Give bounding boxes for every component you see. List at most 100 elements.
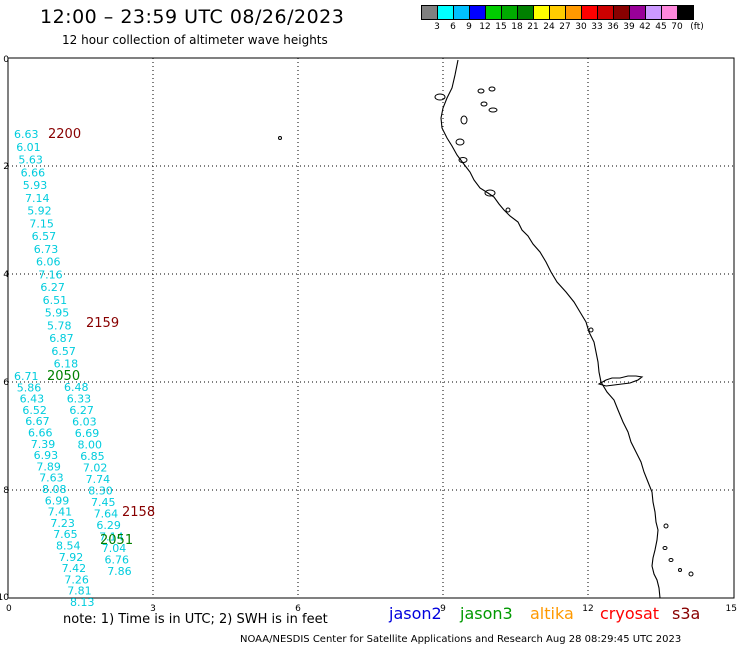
mission-jason2: jason2 xyxy=(389,604,442,623)
wave-height-label: 7.02 xyxy=(83,462,108,475)
wave-height-label: 8.54 xyxy=(56,540,81,553)
pass-time-label: 2051 xyxy=(100,533,133,548)
wave-height-label: 7.14 xyxy=(99,531,124,544)
color-scale-label: 27 xyxy=(559,22,571,32)
wave-height-label: 6.27 xyxy=(69,404,94,417)
x-tick-label: 0 xyxy=(6,604,12,614)
color-scale-label: (ft) xyxy=(690,22,704,32)
color-scale-label: 15 xyxy=(495,22,507,32)
y-tick-label: 0 xyxy=(3,55,9,65)
wave-height-label: 6.33 xyxy=(67,393,92,406)
wave-height-label: 7.81 xyxy=(67,585,92,598)
wave-height-label: 7.16 xyxy=(38,268,63,281)
wave-height-label: 6.87 xyxy=(49,332,73,345)
wave-height-label: 7.42 xyxy=(62,562,87,575)
y-tick-label: 2 xyxy=(3,162,9,172)
x-tick-label: 12 xyxy=(582,604,593,614)
wave-height-label: 7.63 xyxy=(39,472,64,485)
wave-height-label: 6.03 xyxy=(72,416,97,429)
wave-height-label: 7.04 xyxy=(102,542,127,555)
y-tick-label: 6 xyxy=(3,378,9,388)
altimeter-tracks: 6.636.015.636.665.937.145.927.156.576.73… xyxy=(14,127,155,609)
map-frame xyxy=(7,57,735,599)
color-scale-label: 6 xyxy=(450,22,456,32)
y-tick-label: 8 xyxy=(3,486,9,496)
color-scale-label: 36 xyxy=(607,22,619,32)
wave-height-label: 6.06 xyxy=(36,256,61,269)
wave-height-label: 7.26 xyxy=(64,573,89,586)
pass-time-label: 2050 xyxy=(47,369,80,384)
mission-jason3: jason3 xyxy=(460,604,513,623)
color-swatch xyxy=(677,5,694,20)
color-scale-label: 70 xyxy=(671,22,683,32)
wave-height-label: 7.86 xyxy=(107,565,132,578)
color-scale-label: 30 xyxy=(575,22,587,32)
wave-height-label: 7.64 xyxy=(94,508,119,521)
wave-height-label: 6.18 xyxy=(54,358,79,371)
map-title: 12:00 – 23:59 UTC 08/26/2023 xyxy=(40,6,345,28)
wave-height-label: 6.99 xyxy=(45,494,70,507)
mission-altika: altika xyxy=(530,604,574,623)
wave-height-label: 6.66 xyxy=(28,427,53,440)
wave-height-label: 6.27 xyxy=(40,281,65,294)
color-scale-label: 18 xyxy=(511,22,523,32)
color-scale-label: 12 xyxy=(479,22,491,32)
wave-height-label: 6.85 xyxy=(80,450,105,463)
footnote: note: 1) Time is in UTC; 2) SWH is in fe… xyxy=(63,612,328,627)
wave-height-label: 6.57 xyxy=(51,345,76,358)
wave-height-label: 7.15 xyxy=(29,217,54,230)
wave-height-label: 6.69 xyxy=(75,427,100,440)
color-scale-label: 9 xyxy=(466,22,472,32)
wave-height-label: 7.45 xyxy=(91,496,116,509)
mission-cryosat: cryosat xyxy=(600,604,660,623)
pass-time-label: 2158 xyxy=(122,505,155,520)
wave-height-label: 6.66 xyxy=(21,166,45,179)
wave-height-label: 6.93 xyxy=(34,449,59,462)
wave-height-label: 6.57 xyxy=(32,230,56,243)
credit-line: NOAA/NESDIS Center for Satellite Applica… xyxy=(240,634,682,645)
x-tick-label: 9 xyxy=(440,604,446,614)
wave-height-label: 7.23 xyxy=(50,517,75,530)
wave-height-label: 8.13 xyxy=(70,596,95,609)
color-scale-labels: 3 6 9 12 15 18 21 24 27 30 33 36 39 42 45 70 (ft) xyxy=(421,22,740,34)
y-tick-label: 10 xyxy=(0,593,9,603)
bay-inlet xyxy=(597,375,644,387)
wave-height-label: 6.51 xyxy=(43,294,68,307)
mission-s3a: s3a xyxy=(672,604,701,623)
map-grid xyxy=(8,58,734,598)
coastline xyxy=(440,59,661,599)
wave-height-label: 6.01 xyxy=(16,141,41,154)
color-scale-label: 21 xyxy=(527,22,539,32)
wave-height-label: 7.65 xyxy=(53,528,77,541)
color-scale-label: 33 xyxy=(591,22,603,32)
wave-height-label: 7.39 xyxy=(31,438,56,451)
wave-height-label: 5.95 xyxy=(45,307,70,320)
wave-height-label: 6.71 xyxy=(14,370,39,383)
wave-height-label: 6.29 xyxy=(96,519,121,532)
wave-height-label: 6.43 xyxy=(20,393,44,406)
wave-height-label: 7.14 xyxy=(25,192,50,205)
wave-height-label: 6.52 xyxy=(22,404,47,417)
wave-height-label: 6.73 xyxy=(34,243,59,256)
wave-height-label: 7.74 xyxy=(86,473,111,486)
wave-height-label: 7.41 xyxy=(48,506,73,519)
wave-height-label: 6.67 xyxy=(25,415,50,428)
wave-height-label: 5.63 xyxy=(18,154,43,167)
wave-height-label: 8.08 xyxy=(42,483,67,496)
wave-height-label: 5.86 xyxy=(17,381,42,394)
wave-height-label: 6.76 xyxy=(105,554,130,567)
wave-height-label: 6.63 xyxy=(14,128,39,141)
y-tick-label: 4 xyxy=(3,270,9,280)
axis-tick-labels: 0 3 6 9 12 15 0 2 4 6 8 10 xyxy=(0,55,737,614)
color-scale-label: 45 xyxy=(655,22,667,32)
color-scale-label: 24 xyxy=(543,22,555,32)
color-scale-legend xyxy=(421,5,694,20)
wave-height-label: 5.93 xyxy=(23,179,48,192)
wave-height-label: 8.00 xyxy=(78,439,103,452)
coastal-islands xyxy=(278,86,694,577)
wave-height-label: 7.89 xyxy=(36,460,61,473)
wave-height-label: 8.30 xyxy=(88,485,113,498)
wave-height-label: 6.48 xyxy=(64,381,89,394)
x-tick-label: 6 xyxy=(295,604,301,614)
